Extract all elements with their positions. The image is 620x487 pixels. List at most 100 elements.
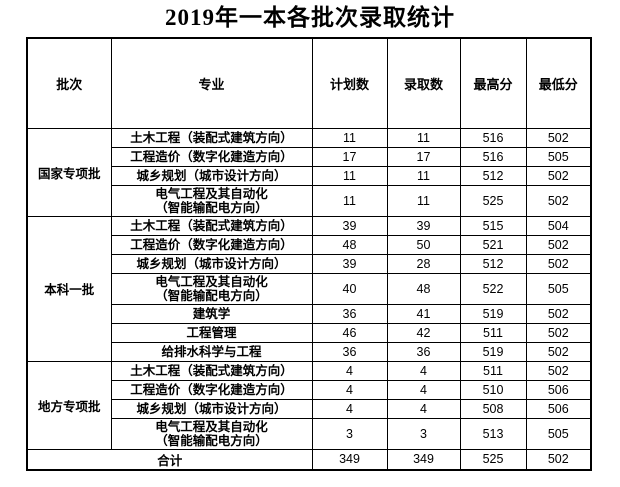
max-score-cell: 515: [459, 215, 527, 236]
table-row: 本科一批 土木工程（装配式建筑方向） 39 39 515 504: [26, 215, 592, 362]
major-cell: 工程造价（数字化建造方向）: [110, 379, 313, 400]
planned-cell: 4: [311, 398, 388, 419]
min-score-cell: 502: [525, 360, 592, 381]
header-batch: 批次: [26, 37, 112, 129]
table-row: 工程造价（数字化建造方向） 17 17 516 505: [27, 146, 592, 167]
planned-cell: 11: [311, 127, 388, 148]
admitted-cell: 11: [386, 127, 461, 148]
max-score-cell: 513: [459, 417, 527, 450]
table-row: 建筑学 36 41 519 502: [27, 303, 592, 324]
major-cell: 工程造价（数字化建造方向）: [110, 146, 313, 167]
min-score-cell: 506: [525, 398, 592, 419]
table-body: 国家专项批 土木工程（装配式建筑方向） 11 11 516 502 工程造价（数字化建造方向…: [26, 127, 592, 471]
major-cell: 建筑学: [110, 303, 313, 324]
max-score-cell: 511: [459, 322, 527, 343]
admitted-cell: 50: [386, 234, 461, 255]
min-score-cell: 504: [525, 215, 592, 236]
header-major: 专业: [110, 37, 313, 129]
major-cell: 工程造价（数字化建造方向）: [110, 234, 313, 255]
major-cell: 城乡规划（城市设计方向）: [110, 165, 313, 186]
planned-cell: 39: [311, 253, 388, 274]
min-score-cell: 502: [525, 165, 592, 186]
max-score-cell: 512: [459, 165, 527, 186]
admitted-cell: 41: [386, 303, 461, 324]
max-score-cell: 519: [459, 303, 527, 324]
planned-cell: 39: [311, 215, 388, 236]
planned-cell: 11: [311, 184, 388, 217]
max-score-cell: 522: [459, 272, 527, 305]
planned-cell: 4: [311, 360, 388, 381]
min-score-cell: 505: [525, 272, 592, 305]
header-min-score: 最低分: [525, 37, 592, 129]
table-row: 电气工程及其自动化 （智能输配电方向） 11 11 525 502: [27, 184, 592, 217]
admitted-cell: 3: [386, 417, 461, 450]
header-max-score: 最高分: [459, 37, 527, 129]
planned-cell: 48: [311, 234, 388, 255]
total-min-score-cell: 502: [525, 448, 592, 471]
admitted-cell: 4: [386, 398, 461, 419]
table-row: 电气工程及其自动化 （智能输配电方向） 40 48 522 505: [27, 272, 592, 305]
table-row: 工程管理 46 42 511 502: [27, 322, 592, 343]
planned-cell: 46: [311, 322, 388, 343]
table-header-row: 批次 专业 计划数 录取数 最高分 最低分: [26, 37, 592, 129]
major-cell: 电气工程及其自动化 （智能输配电方向）: [110, 184, 313, 217]
major-cell: 城乡规划（城市设计方向）: [110, 398, 313, 419]
table-row: 城乡规划（城市设计方向） 11 11 512 502: [27, 165, 592, 186]
major-cell: 土木工程（装配式建筑方向）: [110, 127, 313, 148]
table-row: 电气工程及其自动化 （智能输配电方向） 3 3 513 505: [27, 417, 592, 450]
table-total-row: 合计 349 349 525 502: [26, 448, 592, 471]
admitted-cell: 17: [386, 146, 461, 167]
header-admitted: 录取数: [386, 37, 461, 129]
min-score-cell: 502: [525, 303, 592, 324]
max-score-cell: 516: [459, 127, 527, 148]
major-cell: 土木工程（装配式建筑方向）: [110, 360, 313, 381]
max-score-cell: 521: [459, 234, 527, 255]
table-row: 地方专项批 土木工程（装配式建筑方向） 4 4 511 502: [26, 360, 592, 450]
major-cell: 工程管理: [110, 322, 313, 343]
max-score-cell: 511: [459, 360, 527, 381]
admitted-cell: 48: [386, 272, 461, 305]
planned-cell: 4: [311, 379, 388, 400]
batch-cell: 地方专项批: [26, 360, 112, 450]
total-label-cell: 合计: [26, 448, 313, 471]
major-cell: 给排水科学与工程: [110, 341, 313, 362]
admitted-cell: 39: [386, 215, 461, 236]
max-score-cell: 519: [459, 341, 527, 362]
table-row: 给排水科学与工程 36 36 519 502: [27, 341, 592, 362]
min-score-cell: 505: [525, 417, 592, 450]
min-score-cell: 505: [525, 146, 592, 167]
admitted-cell: 28: [386, 253, 461, 274]
total-max-score-cell: 525: [459, 448, 527, 471]
batch-cell: 国家专项批: [26, 127, 112, 217]
major-cell: 电气工程及其自动化 （智能输配电方向）: [110, 272, 313, 305]
min-score-cell: 502: [525, 322, 592, 343]
admitted-cell: 36: [386, 341, 461, 362]
max-score-cell: 512: [459, 253, 527, 274]
admissions-table: 批次 专业 计划数 录取数 最高分 最低分 国家专项批 土木工程（装配式建筑方向）…: [26, 37, 592, 471]
planned-cell: 36: [311, 341, 388, 362]
planned-cell: 36: [311, 303, 388, 324]
planned-cell: 40: [311, 272, 388, 305]
header-planned: 计划数: [311, 37, 388, 129]
planned-cell: 17: [311, 146, 388, 167]
table-row: 城乡规划（城市设计方向） 39 28 512 502: [27, 253, 592, 274]
planned-cell: 3: [311, 417, 388, 450]
batch-cell: 本科一批: [26, 215, 112, 362]
admitted-cell: 4: [386, 360, 461, 381]
planned-cell: 11: [311, 165, 388, 186]
major-cell: 土木工程（装配式建筑方向）: [110, 215, 313, 236]
max-score-cell: 508: [459, 398, 527, 419]
major-cell: 城乡规划（城市设计方向）: [110, 253, 313, 274]
min-score-cell: 506: [525, 379, 592, 400]
min-score-cell: 502: [525, 253, 592, 274]
min-score-cell: 502: [525, 127, 592, 148]
admitted-cell: 11: [386, 184, 461, 217]
admitted-cell: 4: [386, 379, 461, 400]
table-row: 工程造价（数字化建造方向） 4 4 510 506: [27, 379, 592, 400]
admitted-cell: 42: [386, 322, 461, 343]
admitted-cell: 11: [386, 165, 461, 186]
min-score-cell: 502: [525, 234, 592, 255]
max-score-cell: 510: [459, 379, 527, 400]
min-score-cell: 502: [525, 184, 592, 217]
